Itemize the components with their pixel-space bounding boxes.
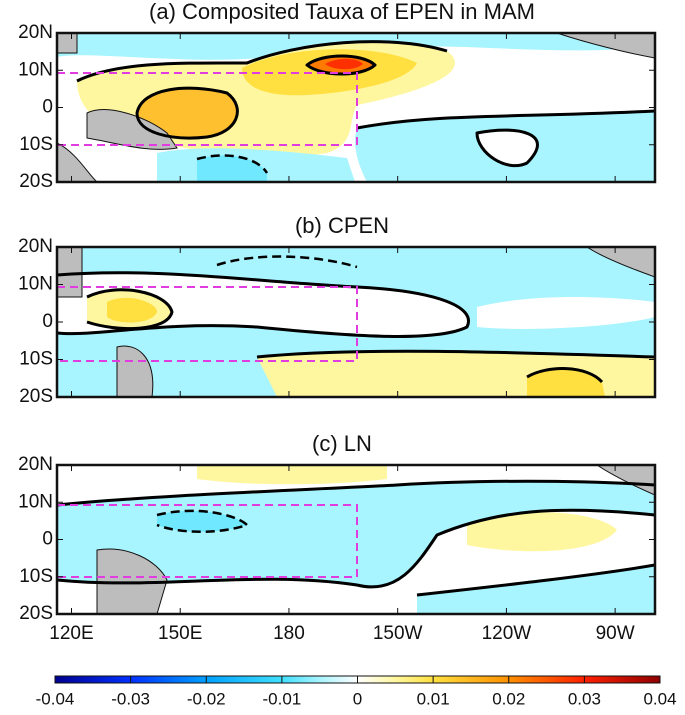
colorbar-tick-label: 0.02 (492, 689, 525, 708)
lat-tick-label: 10N (18, 274, 53, 295)
panel (55, 31, 657, 184)
lat-tick-label: 10S (19, 349, 53, 370)
lat-tick-label: 20N (18, 22, 53, 43)
lat-tick-label: 20S (19, 603, 53, 624)
panel-title: (a) Composited Tauxa of EPEN in MAM (149, 0, 535, 24)
panel (55, 463, 657, 616)
colorbar-tick-label: -0.01 (263, 689, 302, 708)
lat-tick-label: 10N (18, 491, 53, 512)
lon-tick-label: 150E (158, 623, 202, 644)
lon-tick-label: 90W (596, 623, 635, 644)
lat-tick-label: 0 (42, 529, 53, 550)
lat-tick-label: 20N (18, 236, 53, 257)
lon-tick-label: 120W (482, 623, 532, 644)
colorbar-tick-label: 0.04 (643, 689, 676, 708)
lon-tick-label: 180 (273, 623, 305, 644)
lat-tick-label: 20S (19, 386, 53, 407)
field (57, 247, 655, 396)
lat-tick-label: 20N (18, 454, 53, 475)
field (57, 33, 655, 182)
lat-tick-label: 10S (19, 134, 53, 155)
panel (55, 245, 657, 399)
colorbar-tick-label: 0.03 (568, 689, 601, 708)
colorbar-tick-label: 0 (353, 689, 362, 708)
panel-title: (c) LN (312, 431, 372, 456)
colorbar-tick-label: -0.02 (187, 689, 226, 708)
lon-tick-label: 120E (49, 623, 93, 644)
colorbar-tick-label: -0.03 (111, 689, 150, 708)
lat-tick-label: 10S (19, 566, 53, 587)
region-box (56, 286, 358, 362)
lat-tick-label: 0 (42, 311, 53, 332)
lat-tick-label: 0 (42, 97, 53, 118)
lat-tick-label: 10N (18, 59, 53, 80)
lon-tick-label: 150W (373, 623, 423, 644)
field (57, 465, 655, 614)
lat-tick-label: 20S (19, 171, 53, 192)
panel-title: (b) CPEN (295, 213, 389, 238)
colorbar-tick-label: 0.01 (417, 689, 450, 708)
colorbar-tick-label: -0.04 (36, 689, 75, 708)
